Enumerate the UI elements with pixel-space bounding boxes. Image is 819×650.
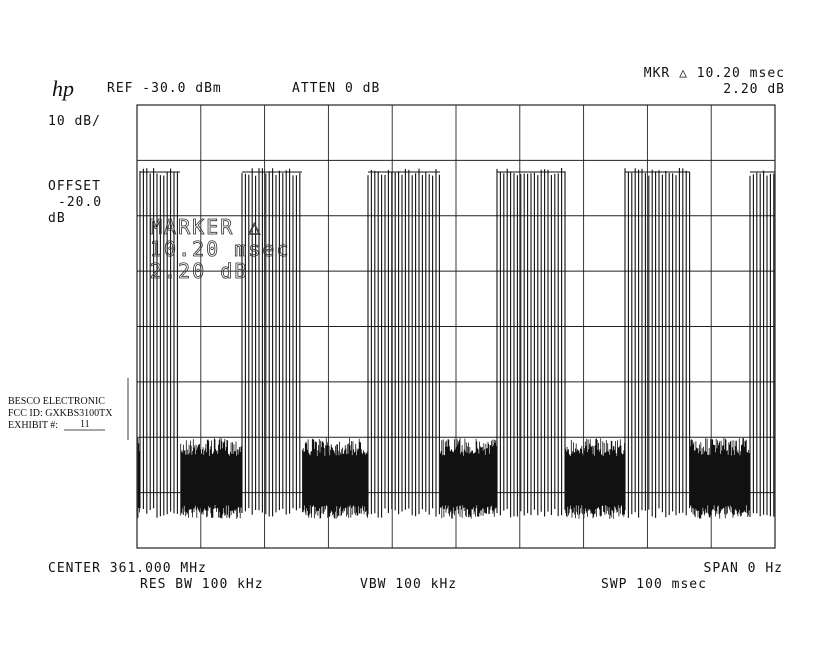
offset-label: OFFSET [48, 179, 101, 194]
marker-box-line: 10.20 msec [150, 237, 290, 261]
marker-box-line: 2.20 dB [150, 259, 248, 283]
noise-floor [137, 438, 751, 519]
res-bw: RES BW 100 kHz [140, 577, 264, 592]
stamp-fcc-id: FCC ID: GXKBS3100TX [8, 408, 113, 419]
ref-level: REF -30.0 dBm [107, 81, 222, 96]
stamp-exhibit: EXHIBIT #: [8, 420, 58, 431]
attenuation: ATTEN 0 dB [292, 81, 380, 96]
logo: hp [52, 76, 74, 101]
marker-readout: MKR △ 10.20 msec [644, 66, 785, 81]
sweep: SWP 100 msec [601, 577, 707, 592]
offset-unit: dB [48, 211, 66, 226]
center-frequency: CENTER 361.000 MHz [48, 561, 207, 576]
marker-value: 2.20 dB [723, 82, 785, 97]
trace [137, 168, 775, 519]
span: SPAN 0 Hz [704, 561, 783, 576]
stamp-exhibit-number: 11 [80, 419, 90, 430]
scale: 10 dB/ [48, 114, 101, 129]
offset-value: -20.0 [58, 195, 102, 210]
stamp-company: BESCO ELECTRONIC [8, 396, 105, 407]
vbw: VBW 100 kHz [360, 577, 457, 592]
marker-box-line: MARKER △ [150, 215, 262, 239]
burst-pulses [139, 168, 775, 518]
